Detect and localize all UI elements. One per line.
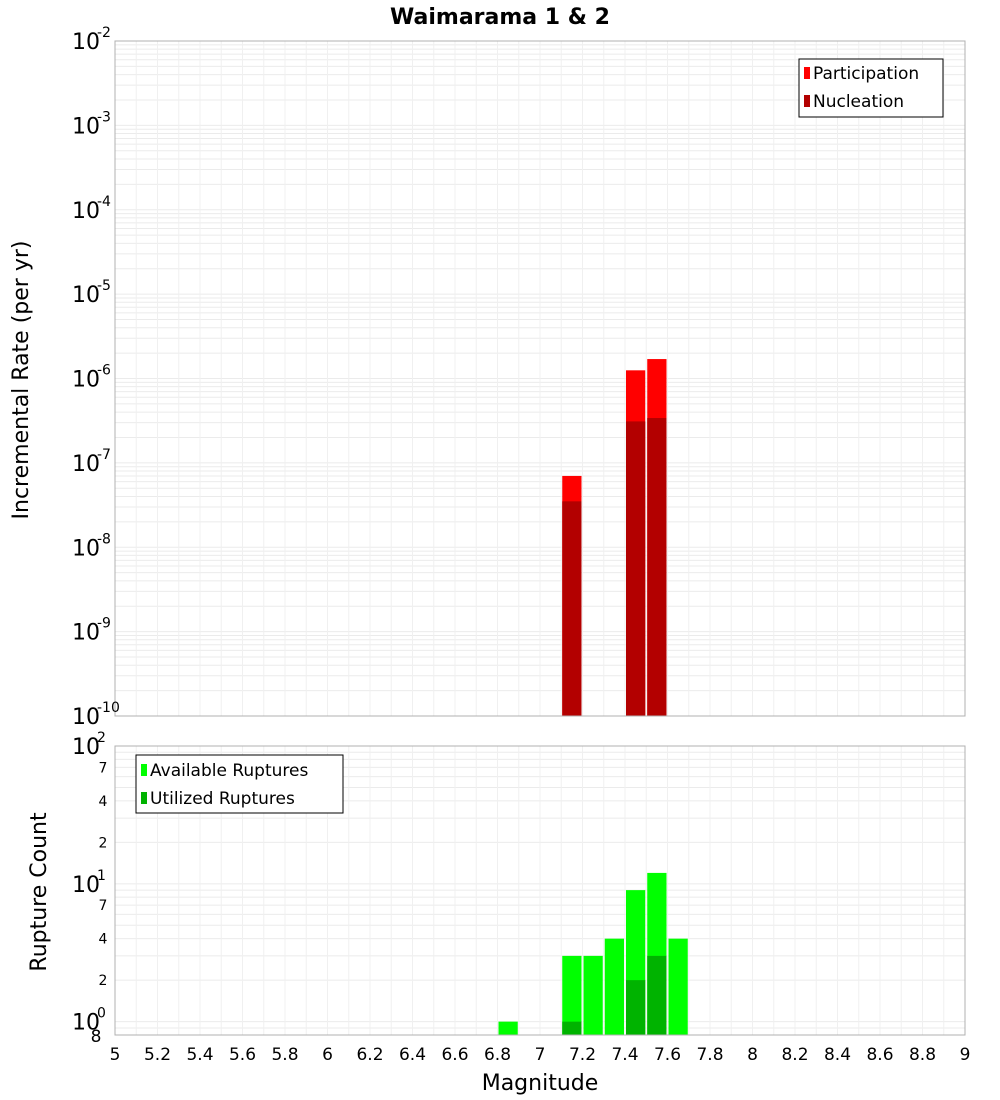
rate-legend-box: [798, 58, 944, 118]
x-tick-label: 7: [535, 1045, 546, 1065]
x-tick-label: 7.2: [569, 1045, 596, 1065]
rate-y-tick-base: 10: [72, 283, 100, 308]
count-legend-swatch: [141, 792, 147, 804]
nucleation-bar: [562, 501, 582, 716]
count-y-axis-title: Rupture Count: [27, 812, 52, 972]
x-tick-label: 5.4: [186, 1045, 213, 1065]
rate-y-tick-exponent: -4: [97, 194, 111, 210]
count-y-tick-exponent: 0: [97, 1006, 106, 1022]
available-ruptures-bar: [668, 938, 688, 1035]
x-tick-label: 7.8: [696, 1045, 723, 1065]
rate-y-tick-exponent: -2: [97, 25, 111, 41]
rate-plot-border: [114, 40, 966, 717]
count-plot-border: [114, 745, 966, 1036]
x-tick-label: 5.8: [271, 1045, 298, 1065]
count-x-tick-labels: 5 5.2 5.4 5.6 5.8 6 6.2 6.4 6.6 6.8 7 7.2 7.4 7.6 7.8 8…: [110, 1045, 971, 1065]
x-tick-label: 5: [110, 1045, 121, 1065]
x-tick-label: 6.6: [441, 1045, 468, 1065]
available-ruptures-bar: [498, 1021, 518, 1035]
x-tick-label: 5.6: [229, 1045, 256, 1065]
rate-legend-label: Participation: [813, 64, 919, 84]
rate-y-tick-exponent: -5: [97, 278, 111, 294]
count-y-minor-tick: 8: [91, 1027, 102, 1047]
available-ruptures-bar: [562, 955, 582, 1035]
count-legend-box: [135, 754, 344, 814]
count-y-minor-tick: 2: [99, 835, 108, 851]
x-tick-label: 8: [747, 1045, 758, 1065]
nucleation-bar: [626, 421, 646, 716]
rate-y-tick-base: 10: [72, 536, 100, 561]
available-ruptures-bar: [583, 955, 603, 1035]
rate-y-tick-base: 10: [72, 114, 100, 139]
x-tick-label: 6.8: [484, 1045, 511, 1065]
count-legend-label: Available Ruptures: [150, 761, 308, 781]
x-tick-label: 6.4: [399, 1045, 426, 1065]
count-y-tick-base: 10: [72, 735, 100, 760]
utilized-ruptures-bar: [562, 1021, 582, 1035]
count-y-minor-tick: 4: [99, 794, 108, 810]
rate-gridlines: [114, 41, 966, 717]
x-tick-label: 8.8: [909, 1045, 936, 1065]
x-tick-label: 6.2: [356, 1045, 383, 1065]
rate-legend-swatch: [804, 95, 810, 107]
count-bars: [498, 872, 688, 1035]
x-tick-label: 5.2: [144, 1045, 171, 1065]
rate-y-tick-base: 10: [72, 621, 100, 646]
rate-bars: [562, 359, 667, 716]
count-legend-label: Utilized Ruptures: [150, 789, 295, 809]
available-ruptures-bar: [604, 938, 624, 1035]
utilized-ruptures-bar: [626, 980, 646, 1035]
count-y-tick-base: 10: [72, 1011, 100, 1036]
rate-y-tick-base: 10: [72, 452, 100, 477]
count-legend: Available Ruptures Utilized Ruptures: [135, 754, 344, 814]
rate-y-tick-exponent: -8: [97, 531, 111, 547]
count-y-minor-tick: 7: [99, 760, 108, 776]
rate-y-tick-base: 10: [72, 368, 100, 393]
rate-y-tick-exponent: -6: [97, 363, 111, 379]
rate-y-tick-exponent: -3: [97, 109, 111, 125]
rate-y-axis-title: Incremental Rate (per yr): [9, 241, 34, 520]
count-gridlines: [114, 745, 966, 1036]
count-y-minor-tick: 2: [99, 973, 108, 989]
x-tick-label: 7.6: [654, 1045, 681, 1065]
rate-y-tick-base: 10: [72, 199, 100, 224]
x-tick-label: 7.4: [611, 1045, 638, 1065]
count-y-minor-tick: 4: [99, 932, 108, 948]
rate-y-tick-base: 10: [72, 705, 100, 730]
rate-legend-swatch: [804, 67, 810, 79]
x-tick-label: 6: [322, 1045, 333, 1065]
count-legend-swatch: [141, 764, 147, 776]
x-tick-label: 8.6: [866, 1045, 893, 1065]
rate-y-tick-exponent: -7: [97, 447, 111, 463]
rate-y-tick-exponent: -10: [97, 700, 120, 716]
x-tick-label: 8.4: [824, 1045, 851, 1065]
rate-y-tick-exponent: -9: [97, 616, 111, 632]
chart-title: Waimarama 1 & 2: [390, 5, 610, 30]
rate-legend: Participation Nucleation: [798, 58, 944, 118]
count-y-tick-exponent: 2: [97, 730, 106, 746]
count-y-tick-exponent: 1: [97, 868, 106, 884]
nucleation-bar: [647, 418, 667, 716]
utilized-ruptures-bar: [647, 955, 667, 1035]
rate-legend-label: Nucleation: [813, 92, 904, 112]
x-tick-label: 8.2: [781, 1045, 808, 1065]
x-axis-title: Magnitude: [482, 1071, 599, 1096]
x-tick-label: 9: [960, 1045, 971, 1065]
count-y-tick-base: 10: [72, 873, 100, 898]
count-y-minor-tick: 7: [99, 898, 108, 914]
rate-y-tick-base: 10: [72, 30, 100, 55]
